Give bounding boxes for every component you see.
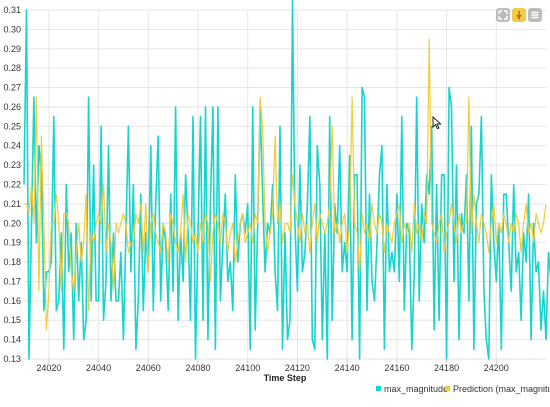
y-tick-label: 0.31 [3, 5, 21, 15]
y-tick-label: 0.15 [3, 315, 21, 325]
x-axis: 24020 24040 24060 24080 24100 24120 24140 24160… [36, 359, 509, 373]
legend-label-max-magnitude[interactable]: max_magnitude [384, 384, 448, 394]
x-tick-label: 24160 [384, 363, 409, 373]
y-tick-label: 0.18 [3, 257, 21, 267]
x-tick-label: 24180 [434, 363, 459, 373]
series-line-prediction [24, 38, 547, 331]
legend-label-prediction[interactable]: Prediction (max_magnitude) [453, 384, 550, 394]
mouse-cursor-icon [432, 116, 442, 130]
x-tick-label: 24200 [484, 363, 509, 373]
x-tick-label: 24040 [86, 363, 111, 373]
y-tick-label: 0.20 [3, 218, 21, 228]
y-tick-label: 0.24 [3, 141, 21, 151]
x-tick-label: 24020 [36, 363, 61, 373]
y-tick-label: 0.30 [3, 24, 21, 34]
y-tick-label: 0.26 [3, 102, 21, 112]
legend-swatch-max-magnitude [376, 386, 381, 391]
x-tick-label: 24060 [136, 363, 161, 373]
y-tick-label: 0.28 [3, 63, 21, 73]
x-tick-label: 24140 [335, 363, 360, 373]
legend: max_magnitude Prediction (max_magnitude) [376, 384, 550, 394]
export-icon [516, 11, 522, 20]
y-tick-label: 0.23 [3, 160, 21, 170]
x-tick-label: 24100 [235, 363, 260, 373]
menu-icon [531, 11, 539, 19]
legend-swatch-prediction [445, 386, 450, 391]
export-button[interactable] [512, 8, 526, 22]
x-tick-label: 24120 [285, 363, 310, 373]
menu-button[interactable] [528, 8, 542, 22]
series-line-max-magnitude [23, 0, 550, 360]
y-tick-label: 0.19 [3, 238, 21, 248]
y-tick-label: 0.27 [3, 83, 21, 93]
y-tick-label: 0.22 [3, 180, 21, 190]
y-tick-label: 0.14 [3, 335, 21, 345]
zoom-reset-icon [498, 10, 508, 20]
series-layer [23, 0, 550, 360]
y-tick-label: 0.16 [3, 296, 21, 306]
x-axis-title: Time Step [264, 373, 307, 383]
y-tick-label: 0.17 [3, 276, 21, 286]
y-tick-label: 0.29 [3, 44, 21, 54]
zoom-reset-button[interactable] [496, 8, 510, 22]
y-tick-label: 0.13 [3, 354, 21, 364]
x-tick-label: 24080 [185, 363, 210, 373]
y-tick-label: 0.21 [3, 199, 21, 209]
y-tick-label: 0.25 [3, 121, 21, 131]
y-axis: 0.13 0.14 0.15 0.16 0.17 0.18 0.19 0.20 0.21 0.22… [3, 5, 21, 364]
